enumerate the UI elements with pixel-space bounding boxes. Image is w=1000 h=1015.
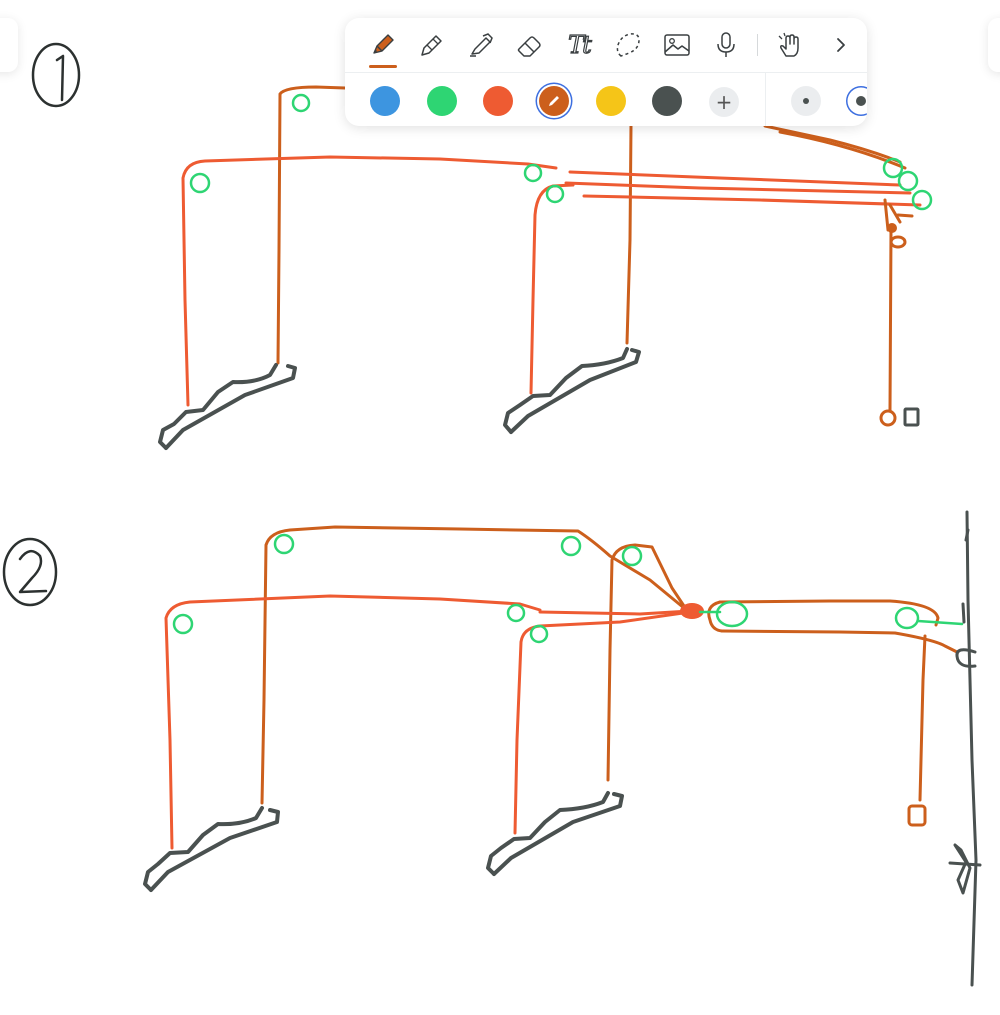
toolbar-divider (757, 34, 758, 56)
color-swatch-green[interactable] (427, 86, 457, 116)
chevron-right-icon (837, 38, 845, 52)
lasso-tool[interactable] (610, 27, 646, 63)
section-number-2-sketch (2, 537, 58, 607)
highlighter-tool[interactable] (463, 27, 499, 63)
selected-tool-indicator (369, 65, 397, 68)
highlighter-icon (470, 33, 493, 57)
add-color-button[interactable]: + (709, 87, 739, 117)
pencil-tool[interactable] (414, 27, 450, 63)
color-swatch-blue[interactable] (370, 86, 400, 116)
microphone-icon (717, 32, 735, 57)
pen-size-medium-selected[interactable] (846, 86, 867, 116)
image-tool[interactable] (659, 27, 695, 63)
floating-toolbar: Tt (345, 18, 867, 126)
text-icon: Tt (568, 30, 593, 59)
pen-size-small[interactable] (791, 86, 821, 116)
color-size-divider (765, 73, 766, 126)
color-swatch-yellow[interactable] (596, 86, 626, 116)
pen-tool[interactable] (365, 27, 401, 63)
color-swatch-red[interactable] (483, 86, 513, 116)
right-panel-tab[interactable] (988, 18, 1000, 72)
image-icon (664, 34, 690, 56)
hand-touch-icon (778, 32, 799, 57)
eraser-tool[interactable] (512, 27, 548, 63)
microphone-tool[interactable] (708, 27, 744, 63)
text-tool[interactable]: Tt (561, 27, 597, 63)
section-number-1-sketch (31, 42, 81, 108)
pencil-icon (421, 35, 442, 56)
eraser-icon (517, 36, 541, 57)
more-tools-button[interactable] (823, 27, 859, 63)
diagram-1-sketch (158, 85, 933, 450)
pen-icon (373, 34, 394, 54)
color-swatch-orange-selected[interactable] (539, 86, 569, 116)
lasso-icon (616, 33, 640, 57)
diagram-2-sketch (143, 510, 982, 987)
touch-tool[interactable] (772, 27, 808, 63)
size-dot-medium (856, 96, 866, 106)
color-row: + (345, 72, 867, 126)
tool-row: Tt (345, 18, 867, 72)
color-swatch-dark-gray[interactable] (652, 86, 682, 116)
left-panel-tab[interactable] (0, 18, 18, 72)
edit-color-icon (549, 96, 559, 106)
size-dot-small (803, 98, 809, 104)
